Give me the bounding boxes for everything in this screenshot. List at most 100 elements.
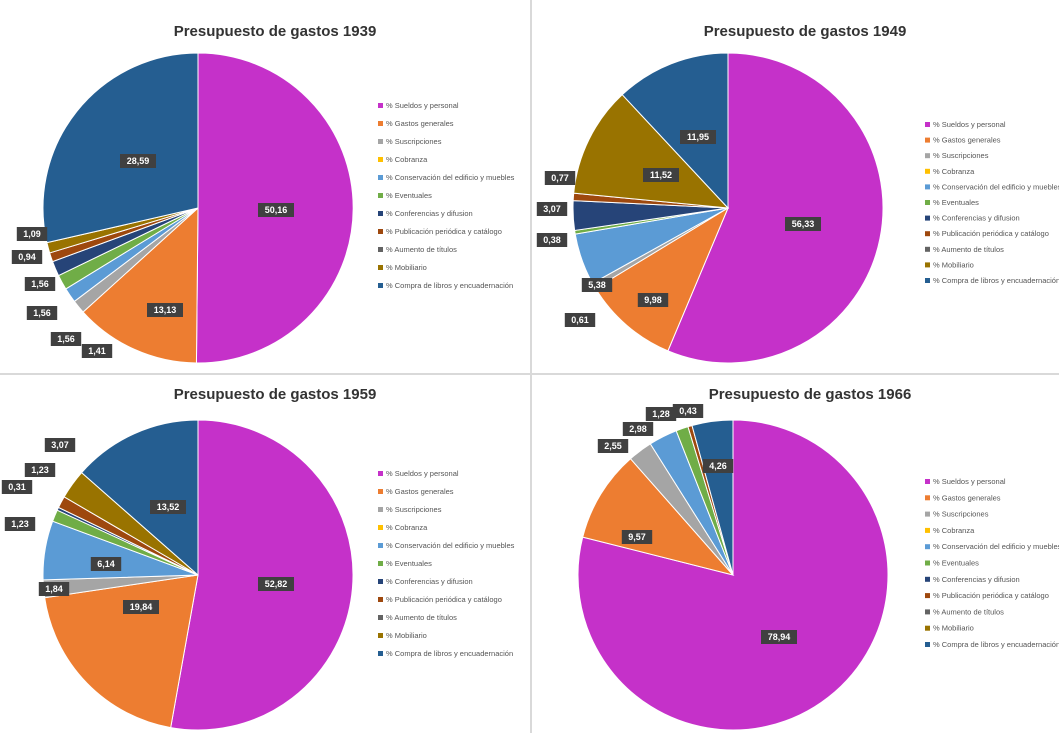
data-label-text: 52,82: [265, 579, 288, 589]
legend-label: % Aumento de títulos: [933, 245, 1004, 254]
data-label-1959-1: 19,84: [123, 600, 159, 614]
pie-slice-1939-1: [82, 206, 199, 364]
legend-item-1939-3: % Cobranza: [378, 155, 428, 164]
legend-swatch: [378, 193, 383, 198]
data-label-box: [637, 293, 669, 307]
legend-swatch: [925, 153, 930, 159]
legend-label: % Mobiliario: [386, 263, 427, 272]
legend-label: % Sueldos y personal: [386, 469, 459, 478]
legend-item-1966-8: % Aumento de títulos: [925, 607, 1004, 616]
legend-swatch: [925, 168, 930, 174]
legend-swatch: [925, 137, 930, 143]
legend-item-1949-3: % Cobranza: [925, 167, 975, 176]
pie-slice-1966-1: [582, 458, 735, 576]
data-label-text: 28,59: [127, 156, 150, 166]
legend-label: % Suscripciones: [386, 137, 442, 146]
data-label-text: 5,38: [588, 280, 606, 290]
data-label-box: [564, 313, 596, 327]
data-label-box: [702, 459, 734, 473]
data-label-box: [258, 203, 294, 217]
data-label-text: 78,94: [768, 632, 791, 642]
data-label-1939-0: 50,16: [258, 203, 294, 217]
data-label-text: 1,28: [652, 409, 670, 419]
data-label-text: 1,84: [45, 584, 63, 594]
legend-swatch: [925, 122, 930, 127]
legend-label: % Aumento de títulos: [933, 607, 1004, 616]
legend-item-1959-10: % Compra de libros y encuadernación: [378, 649, 513, 658]
data-label-text: 1,56: [57, 334, 75, 344]
pie-chart-1966: Presupuesto de gastos 1966 78,94 9,57 2,55 2…: [577, 386, 1059, 731]
chart-panel-1966: Presupuesto de gastos 1966 78,94 9,57 2,55 2…: [533, 376, 1059, 733]
legend-item-1949-2: % Suscripciones: [925, 151, 989, 160]
legend-swatch: [925, 593, 930, 599]
data-label-box: [38, 582, 70, 596]
legend-label: % Aumento de títulos: [386, 245, 457, 254]
pie-chart-1959: Presupuesto de gastos 1959 52,82 19,84 1,84…: [1, 386, 515, 731]
legend-swatch: [378, 651, 383, 656]
legend-swatch: [925, 278, 930, 283]
pie-slice-1959-0: [170, 419, 354, 731]
legend-item-1949-0: % Sueldos y personal: [925, 120, 1006, 129]
data-label-1959-2: 1,84: [38, 582, 70, 596]
data-label-text: 0,61: [571, 315, 589, 325]
pie-chart-1939: Presupuesto de gastos 1939 50,16 13,13 1,41…: [11, 23, 515, 364]
legend-item-1949-9: % Mobiliario: [925, 260, 974, 269]
legend-swatch: [925, 527, 930, 533]
legend-swatch: [378, 283, 383, 288]
legend-label: % Gastos generales: [386, 119, 454, 128]
data-label-text: 0,94: [18, 252, 36, 262]
legend-swatch: [378, 507, 383, 512]
legend-item-1959-8: % Aumento de títulos: [378, 613, 457, 622]
legend-label: % Suscripciones: [386, 505, 442, 514]
data-label-1966-0: 78,94: [761, 630, 797, 644]
data-label-text: 50,16: [265, 205, 288, 215]
horizontal-divider: [0, 373, 1059, 375]
data-label-text: 0,77: [551, 173, 569, 183]
legend-label: % Cobranza: [933, 526, 975, 535]
legend-label: % Conferencias y difusion: [933, 214, 1020, 223]
legend-item-1949-1: % Gastos generales: [925, 136, 1001, 145]
data-label-box: [81, 344, 113, 358]
legend-swatch: [925, 609, 930, 615]
data-label-box: [120, 154, 156, 168]
chart-title-1949: Presupuesto de gastos 1949: [704, 23, 907, 40]
data-label-box: [1, 480, 33, 494]
data-label-1959-5: 1,23: [4, 517, 36, 531]
data-label-1939-4: 1,56: [50, 332, 82, 346]
data-label-1966-5: 1,28: [645, 407, 677, 421]
data-label-box: [621, 530, 653, 544]
legend-swatch: [378, 247, 383, 252]
legend-label: % Mobiliario: [386, 631, 427, 640]
legend-item-1939-5: % Eventuales: [378, 191, 432, 200]
data-label-1939-5: 1,56: [26, 306, 58, 320]
data-label-box: [761, 630, 797, 644]
pie-chart-1949: Presupuesto de gastos 1949 56,33 9,98 0,61 5…: [536, 23, 1059, 364]
data-label-1939-10: 28,59: [120, 154, 156, 168]
data-label-1959-9: 3,07: [44, 438, 76, 452]
data-label-box: [597, 439, 629, 453]
legend-label: % Conservación del edificio y muebles: [933, 542, 1059, 551]
data-label-box: [643, 168, 679, 182]
legend-swatch: [378, 579, 383, 584]
chart-panel-1949: Presupuesto de gastos 1949 56,33 9,98 0,61 5…: [533, 0, 1059, 372]
legend-label: % Mobiliario: [933, 260, 974, 269]
data-label-text: 9,98: [644, 295, 662, 305]
legend-label: % Sueldos y personal: [933, 120, 1006, 129]
legend-label: % Conferencias y difusion: [933, 575, 1020, 584]
legend-swatch: [378, 561, 383, 566]
pie-slice-1949-10: [621, 52, 729, 210]
legend-item-1939-6: % Conferencias y difusion: [378, 209, 473, 218]
legend-item-1959-1: % Gastos generales: [378, 487, 454, 496]
legend-swatch: [925, 625, 930, 631]
data-label-1959-0: 52,82: [258, 577, 294, 591]
legend-label: % Sueldos y personal: [386, 101, 459, 110]
pie-slice-1939-10: [42, 52, 199, 244]
legend-item-1939-0: % Sueldos y personal: [378, 101, 459, 110]
legend-item-1966-10: % Compra de libros y encuadernación: [925, 640, 1059, 649]
legend-label: % Eventuales: [933, 559, 979, 568]
legend-label: % Eventuales: [386, 191, 432, 200]
legend-label: % Compra de libros y encuadernación: [386, 649, 513, 658]
legend-label: % Conferencias y difusion: [386, 577, 473, 586]
data-label-1966-10: 4,26: [702, 459, 734, 473]
pie-slice-1966-10: [691, 419, 734, 576]
